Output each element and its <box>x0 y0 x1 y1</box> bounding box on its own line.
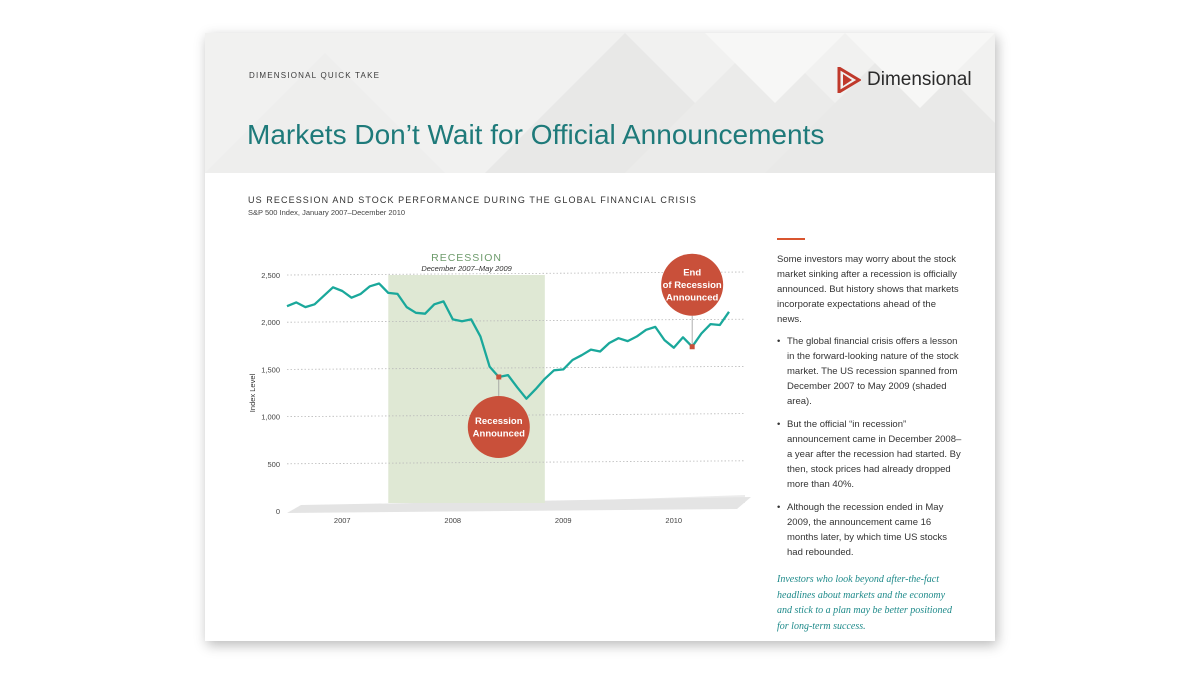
annotation-text: End <box>683 268 701 279</box>
y-tick-label: 0 <box>276 507 280 516</box>
y-axis-label: Index Level <box>248 373 257 412</box>
eyebrow-label: DIMENSIONAL QUICK TAKE <box>249 71 381 80</box>
chart-subtitle: S&P 500 Index, January 2007–December 201… <box>248 208 406 217</box>
x-tick-label: 2007 <box>334 516 351 525</box>
gridline <box>286 413 746 417</box>
closing-statement: Investors who look beyond after-the-fact… <box>777 574 952 632</box>
x-tick-label: 2010 <box>665 516 682 525</box>
x-tick-label: 2008 <box>444 516 461 525</box>
bullet-item: Although the recession ended in May 2009… <box>777 500 962 560</box>
annotation-marker <box>689 344 695 350</box>
gridline <box>286 318 746 323</box>
gridline <box>286 366 746 370</box>
recession-date-range: December 2007–May 2009 <box>421 264 512 273</box>
page-title: Markets Don’t Wait for Official Announce… <box>247 119 825 150</box>
accent-rule <box>777 238 805 240</box>
y-tick-label: 2,500 <box>261 271 280 280</box>
recession-label: RECESSION <box>431 252 502 264</box>
y-tick-label: 2,000 <box>261 318 280 327</box>
annotation-bubble <box>661 253 724 316</box>
y-tick-label: 500 <box>267 460 280 469</box>
annotation-marker <box>496 374 502 380</box>
chart-title: US RECESSION AND STOCK PERFORMANCE DURIN… <box>248 195 697 205</box>
annotation-text: of Recession <box>663 280 722 291</box>
header-banner-background <box>205 33 995 173</box>
y-tick-label: 1,000 <box>261 413 280 422</box>
sidebar-text: Some investors may worry about the stock… <box>777 238 962 634</box>
y-tick-label: 1,500 <box>261 365 280 374</box>
dimensional-logo-icon <box>837 67 861 93</box>
bullet-list: The global financial crisis offers a les… <box>777 334 962 560</box>
line-chart: 0 500 1,000 1,500 2,000 2,500 Index Level 2007 2… <box>248 252 751 525</box>
document-page: DIMENSIONAL QUICK TAKE Dimensional Marke… <box>205 33 995 641</box>
sp500-line <box>286 282 730 400</box>
brand-name: Dimensional <box>867 69 972 90</box>
annotation-text: Announced <box>473 429 525 440</box>
brand-logo: Dimensional <box>837 67 972 93</box>
x-tick-label: 2009 <box>555 516 572 525</box>
intro-paragraph: Some investors may worry about the stock… <box>777 254 959 325</box>
bullet-item: The global financial crisis offers a les… <box>777 334 962 409</box>
annotation-text: Announced <box>666 293 718 304</box>
chart-floor-shadow <box>287 497 751 513</box>
annotation-text: Recession <box>475 416 523 427</box>
bullet-item: But the official “in recession” announce… <box>777 417 962 492</box>
annotation-bubble <box>467 395 530 458</box>
gridline <box>286 460 746 465</box>
